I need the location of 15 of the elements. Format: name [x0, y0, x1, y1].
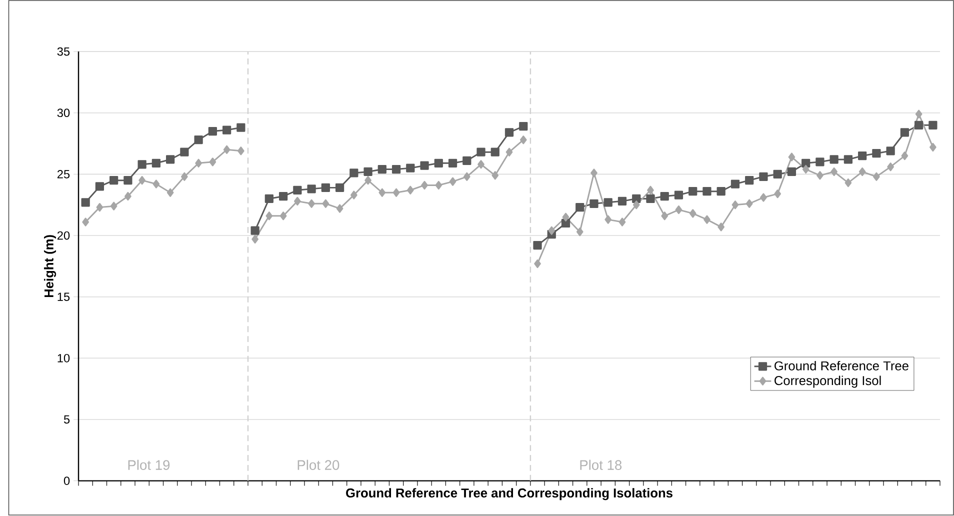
y-tick-label: 20	[57, 232, 70, 240]
annotation: Plot 18	[580, 460, 622, 470]
y-axis-title: Height (m)	[44, 235, 56, 298]
annotation: Plot 20	[298, 460, 340, 470]
annotation: Plot 19	[128, 460, 170, 470]
y-tick-label: 0	[64, 476, 70, 486]
y-tick-label: 10	[58, 354, 70, 363]
legend-label: Ground Reference Tree	[774, 361, 908, 371]
y-tick-label: 30	[57, 108, 70, 118]
x-axis-title: Ground Reference Tree and Corresponding Isolations	[346, 488, 672, 500]
legend-label: Corresponding Isol	[774, 376, 881, 388]
y-tick-label: 25	[57, 170, 70, 179]
y-tick-label: 15	[58, 292, 70, 302]
y-tick-label: 5	[64, 416, 70, 424]
y-tick-label: 35	[57, 48, 70, 56]
